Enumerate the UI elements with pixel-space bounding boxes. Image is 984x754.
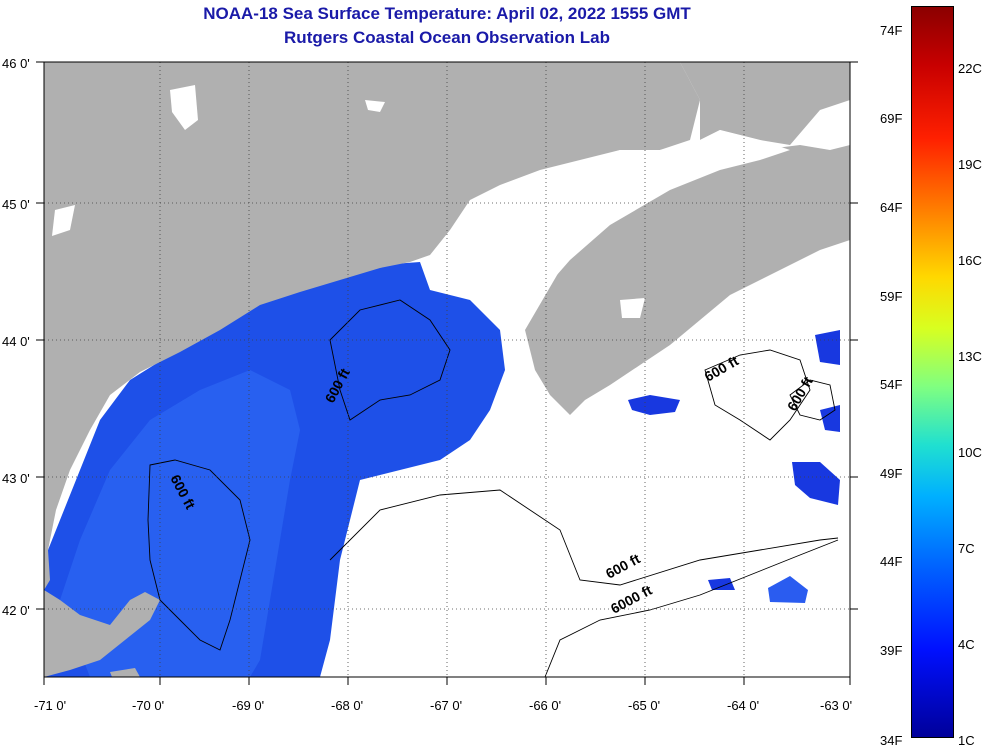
colorbar-c-label: 16C xyxy=(958,253,982,268)
lon-label: -71 0' xyxy=(34,698,67,713)
colorbar-c-label: 4C xyxy=(958,637,975,652)
lat-label: 44 0' xyxy=(2,334,30,349)
land-new-brunswick-east xyxy=(680,62,850,145)
colorbar-c-label: 10C xyxy=(958,445,982,460)
lat-label: 43 0' xyxy=(2,471,30,486)
lake-1 xyxy=(170,85,198,130)
sst-patch-offshore-2 xyxy=(708,578,735,590)
lon-label: -65 0' xyxy=(628,698,661,713)
lake-2 xyxy=(52,205,75,236)
colorbar-f-label: 44F xyxy=(880,554,903,569)
colorbar-f-label: 74F xyxy=(880,23,903,38)
graticule xyxy=(44,62,850,677)
lake-3 xyxy=(620,298,645,318)
lat-label: 45 0' xyxy=(2,197,30,212)
lon-label: -64 0' xyxy=(727,698,760,713)
colorbar-f-label: 64F xyxy=(880,200,903,215)
colorbar-f-label: 54F xyxy=(880,377,903,392)
lon-label: -63 0' xyxy=(820,698,853,713)
land-nova-scotia xyxy=(525,145,850,415)
contour-600-georges xyxy=(329,489,839,586)
contour-6000 xyxy=(544,539,839,678)
land-new-england xyxy=(44,62,700,590)
contour-600-central xyxy=(329,299,451,421)
sst-patch-scotian-4 xyxy=(820,405,840,432)
colorbar-c-label: 13C xyxy=(958,349,982,364)
sst-patch-scotian-3 xyxy=(792,462,840,505)
colorbar-c-label: 7C xyxy=(958,541,975,556)
map-title: NOAA-18 Sea Surface Temperature: April 0… xyxy=(203,4,691,23)
lon-label: -70 0' xyxy=(132,698,165,713)
contour-600-scotian xyxy=(704,349,811,441)
contour-600-scotian-east xyxy=(789,379,836,421)
colorbar-c-label: 1C xyxy=(958,733,975,748)
colorbar-f-label: 69F xyxy=(880,111,903,126)
bathymetry-contours xyxy=(147,299,839,678)
sst-patch-scotian-2 xyxy=(815,330,840,365)
colorbar-c-label: 19C xyxy=(958,157,982,172)
temperature-colorbar xyxy=(911,6,954,738)
lon-label: -66 0' xyxy=(529,698,562,713)
land-islands xyxy=(110,668,140,677)
colorbar-c-label: 22C xyxy=(958,61,982,76)
lon-label: -67 0' xyxy=(430,698,463,713)
colorbar-f-label: 34F xyxy=(880,733,903,748)
map-subtitle: Rutgers Coastal Ocean Observation Lab xyxy=(284,28,610,47)
lat-label: 42 0' xyxy=(2,603,30,618)
sst-patch-scotian-1 xyxy=(628,395,680,415)
colorbar-f-label: 59F xyxy=(880,289,903,304)
bay-of-fundy xyxy=(520,130,790,320)
colorbar-f-label: 39F xyxy=(880,643,903,658)
lon-label: -69 0' xyxy=(232,698,265,713)
contour-600-west xyxy=(147,459,251,651)
axis-ticks xyxy=(36,61,858,685)
land-cape-cod xyxy=(44,590,160,677)
colorbar-f-label: 49F xyxy=(880,466,903,481)
sst-coverage-coastal xyxy=(60,370,300,677)
lat-label: 46 0' xyxy=(2,56,30,71)
sst-patch-offshore-1 xyxy=(768,576,808,603)
lon-label: -68 0' xyxy=(331,698,364,713)
lake-4 xyxy=(365,100,385,112)
